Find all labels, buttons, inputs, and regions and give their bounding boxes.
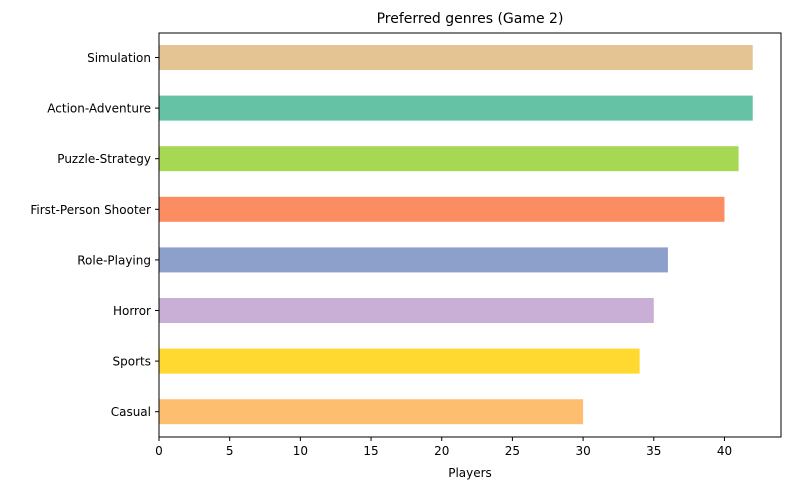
bar-horror bbox=[159, 298, 654, 323]
x-tick-label: 25 bbox=[505, 444, 520, 458]
bar-simulation bbox=[159, 45, 753, 70]
bar-first-person-shooter bbox=[159, 196, 725, 222]
y-tick-label: Action-Adventure bbox=[47, 102, 151, 116]
y-tick-label: Casual bbox=[111, 405, 151, 419]
x-axis-label: Players bbox=[448, 466, 492, 480]
axes-frame bbox=[158, 32, 782, 438]
chart-title: Preferred genres (Game 2) bbox=[377, 11, 564, 27]
x-tick-label: 15 bbox=[363, 444, 378, 458]
y-tick-label: Puzzle-Strategy bbox=[57, 152, 151, 166]
bar-action-adventure bbox=[159, 95, 753, 121]
plot-frame bbox=[158, 32, 782, 438]
bars-group bbox=[159, 45, 753, 425]
bar-puzzle-strategy bbox=[159, 146, 739, 172]
y-tick-label: Sports bbox=[113, 355, 151, 369]
x-axis-ticks: 0 5 10 15 20 25 30 35 40 bbox=[155, 437, 732, 458]
y-axis-ticks: Simulation Action-Adventure Puzzle-Strateg… bbox=[30, 51, 159, 419]
bar-casual bbox=[159, 399, 584, 425]
y-tick-label: Role-Playing bbox=[77, 253, 151, 267]
y-tick-label: Horror bbox=[113, 304, 151, 318]
x-tick-label: 30 bbox=[575, 444, 590, 458]
y-tick-label: First-Person Shooter bbox=[30, 203, 151, 217]
bar-role-playing bbox=[159, 247, 668, 273]
y-tick-label: Simulation bbox=[87, 51, 151, 65]
x-tick-label: 40 bbox=[717, 444, 732, 458]
x-tick-label: 20 bbox=[434, 444, 449, 458]
x-tick-label: 35 bbox=[646, 444, 661, 458]
x-tick-label: 0 bbox=[155, 444, 163, 458]
x-tick-label: 5 bbox=[226, 444, 234, 458]
x-tick-label: 10 bbox=[293, 444, 308, 458]
bar-sports bbox=[159, 348, 640, 374]
